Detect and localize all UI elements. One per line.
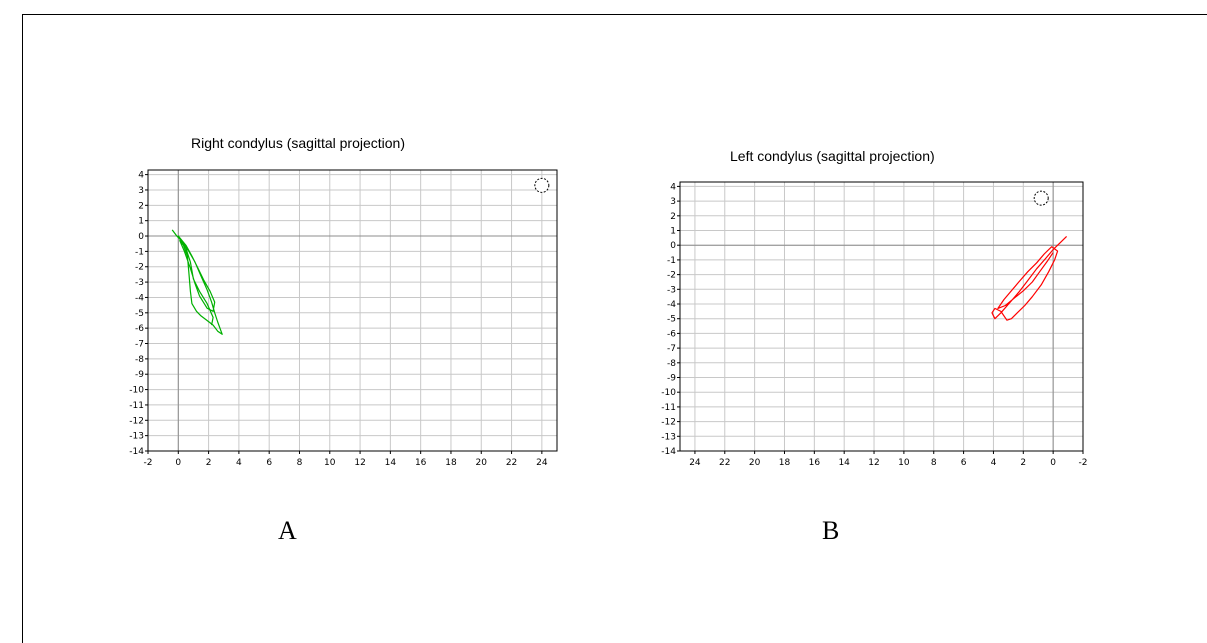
x-tick-label: 22: [506, 458, 517, 468]
y-tick-label: -8: [667, 359, 676, 369]
x-tick-label: 10: [324, 458, 336, 468]
y-tick-label: -8: [135, 355, 144, 365]
y-tick-label: 2: [138, 201, 144, 211]
y-tick-label: -1: [667, 256, 676, 266]
x-tick-label: 18: [779, 458, 791, 468]
x-tick-label: 10: [898, 458, 910, 468]
y-tick-label: -4: [135, 293, 144, 303]
x-tick-label: 8: [297, 458, 303, 468]
y-tick-label: 0: [670, 241, 676, 251]
y-tick-label: -10: [129, 386, 144, 396]
y-tick-label: 1: [670, 227, 676, 237]
panel-label-b: B: [822, 516, 840, 545]
y-tick-label: -5: [135, 309, 144, 319]
y-tick-label: -3: [135, 278, 144, 288]
x-tick-label: 22: [719, 458, 730, 468]
x-tick-label: 0: [1050, 458, 1056, 468]
y-tick-label: -6: [135, 324, 144, 334]
x-tick-label: -2: [1079, 458, 1088, 468]
plot-frame: [679, 181, 1084, 452]
y-tick-label: -2: [667, 271, 676, 281]
y-tick-label: -12: [129, 416, 144, 426]
y-tick-label: 3: [138, 186, 144, 196]
panel-label-a: A: [278, 516, 297, 545]
y-tick-label: -2: [135, 263, 144, 273]
x-tick-label: 24: [536, 458, 548, 468]
x-tick-label: 6: [266, 458, 272, 468]
x-tick-label: 2: [1020, 458, 1026, 468]
y-tick-label: -9: [667, 374, 676, 384]
y-tick-label: 4: [670, 182, 676, 192]
y-tick-label: 1: [138, 217, 144, 227]
plot-frame: [147, 169, 558, 452]
x-tick-label: 12: [354, 458, 365, 468]
reference-circle-marker: [1033, 190, 1049, 206]
y-tick-label: -11: [661, 403, 676, 413]
y-tick-label: -14: [661, 447, 676, 457]
y-tick-label: -1: [135, 247, 144, 257]
x-tick-label: 20: [749, 458, 761, 468]
y-tick-label: -12: [661, 418, 676, 428]
x-tick-label: 16: [809, 458, 821, 468]
reference-circle-marker: [534, 177, 550, 193]
series-line-0: [171, 229, 223, 335]
x-tick-label: 16: [415, 458, 427, 468]
x-tick-label: 2: [206, 458, 212, 468]
x-tick-label: 4: [236, 458, 242, 468]
y-tick-label: 3: [670, 197, 676, 207]
y-tick-label: -10: [661, 388, 676, 398]
y-tick-label: -13: [129, 432, 144, 442]
x-tick-label: 18: [445, 458, 457, 468]
x-tick-label: 4: [991, 458, 997, 468]
chart-title-right-condylus: Right condylus (sagittal projection): [191, 135, 405, 151]
x-tick-label: 20: [476, 458, 488, 468]
y-tick-label: 0: [138, 232, 144, 242]
x-tick-label: 24: [689, 458, 701, 468]
x-tick-label: 12: [868, 458, 879, 468]
x-tick-label: 0: [175, 458, 181, 468]
y-tick-label: -14: [129, 447, 144, 457]
x-tick-label: 14: [838, 458, 850, 468]
x-tick-label: 8: [931, 458, 937, 468]
y-tick-label: -13: [661, 432, 676, 442]
y-tick-label: -6: [667, 329, 676, 339]
y-tick-label: -3: [667, 285, 676, 295]
y-tick-label: -11: [129, 401, 144, 411]
chart-title-left-condylus: Left condylus (sagittal projection): [730, 148, 935, 164]
series-line-0: [991, 235, 1068, 321]
x-tick-label: 14: [385, 458, 397, 468]
y-tick-label: 2: [670, 212, 676, 222]
figure-frame: [22, 14, 1207, 643]
x-tick-label: 6: [961, 458, 967, 468]
x-tick-label: -2: [144, 458, 153, 468]
y-tick-label: -9: [135, 370, 144, 380]
y-tick-label: 4: [138, 171, 144, 181]
y-tick-label: -4: [667, 300, 676, 310]
y-tick-label: -7: [667, 344, 676, 354]
y-tick-label: -5: [667, 315, 676, 325]
y-tick-label: -7: [135, 340, 144, 350]
